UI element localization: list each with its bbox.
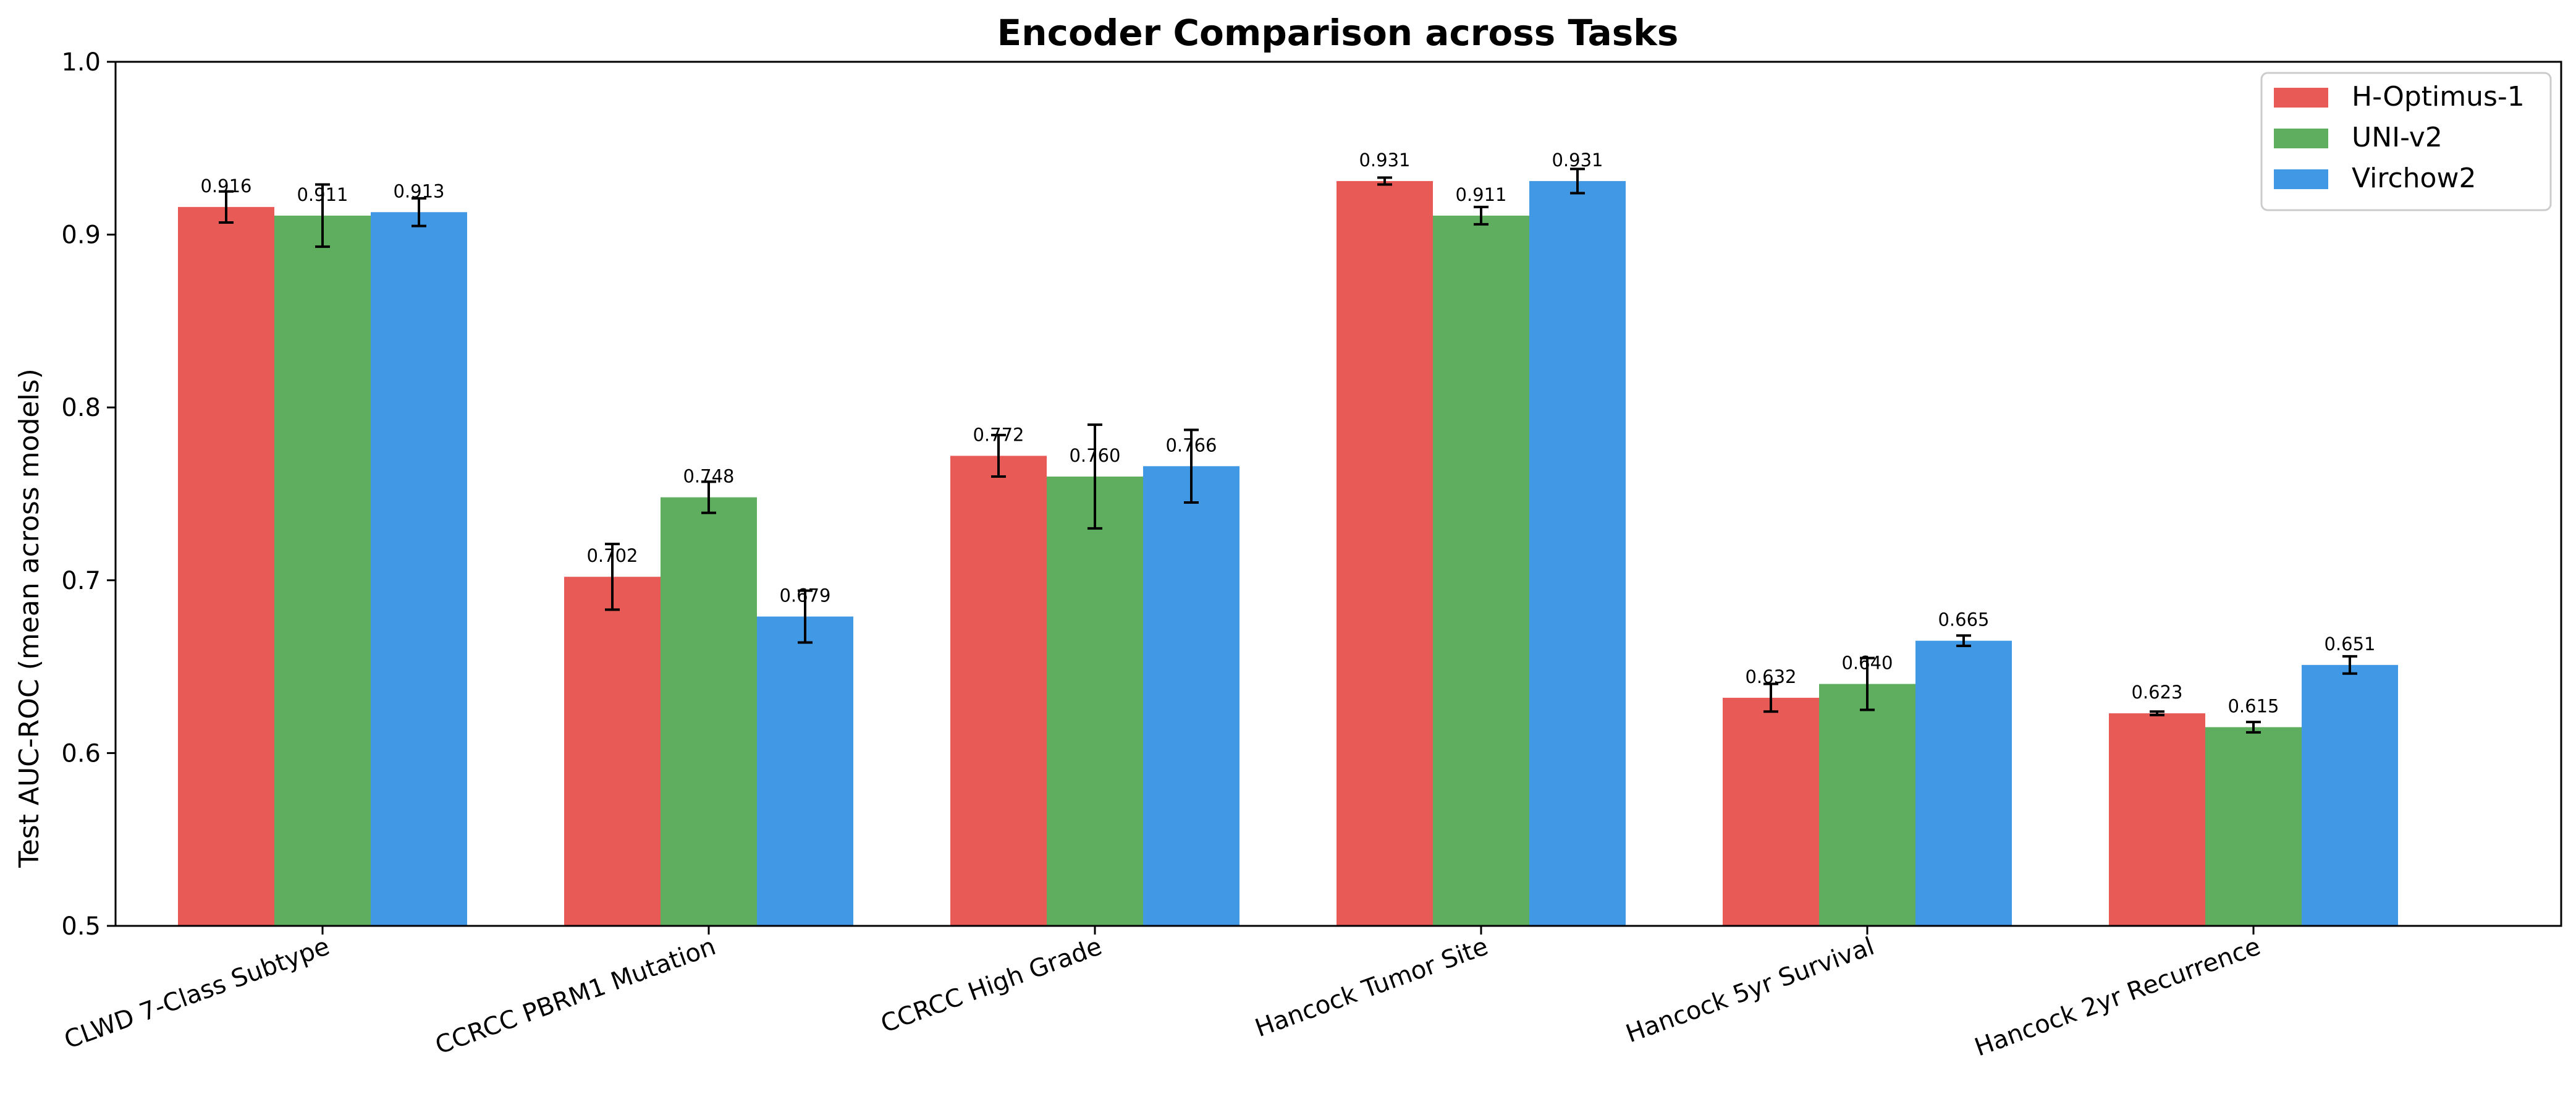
bar bbox=[564, 577, 661, 926]
legend-swatch bbox=[2274, 129, 2328, 148]
bar-series-group: 0.916 0.911 0.913 0.702 0.748 0.679 0.772 0.760… bbox=[178, 150, 2398, 927]
bar-value-label: 0.760 bbox=[1069, 445, 1120, 466]
bar-value-label: 0.772 bbox=[973, 424, 1024, 445]
bar-value-label: 0.632 bbox=[1745, 666, 1796, 687]
bar bbox=[1337, 180, 1433, 926]
y-axis-label: Test AUC-ROC (mean across models) bbox=[14, 368, 45, 868]
legend-box bbox=[2260, 72, 2552, 211]
bar bbox=[1047, 477, 1143, 926]
bar-value-label: 0.931 bbox=[1359, 150, 1410, 171]
bar-value-label: 0.679 bbox=[779, 585, 830, 606]
y-axis: 0.5 0.6 0.7 0.8 0.9 1.0 bbox=[61, 48, 116, 941]
legend-swatch bbox=[2274, 169, 2328, 189]
bar bbox=[1723, 697, 1819, 926]
bar-value-label: 0.640 bbox=[1841, 653, 1893, 674]
bar-value-label: 0.913 bbox=[393, 180, 444, 201]
chart-title: Encoder Comparison across Tasks bbox=[997, 12, 1679, 54]
legend-entry: H-Optimus-1 bbox=[2352, 81, 2525, 112]
bar bbox=[1819, 684, 1915, 926]
bar-value-label: 0.931 bbox=[1552, 150, 1603, 171]
bar bbox=[2302, 664, 2398, 926]
bar-value-label: 0.665 bbox=[1938, 609, 1989, 630]
bar bbox=[661, 497, 757, 926]
bar-value-label: 0.615 bbox=[2228, 695, 2279, 716]
bar-value-label: 0.911 bbox=[1455, 184, 1506, 205]
bar bbox=[1529, 180, 1626, 926]
y-tick-label: 0.8 bbox=[61, 394, 101, 422]
plot-area-frame bbox=[114, 61, 2562, 927]
bar bbox=[1433, 215, 1529, 926]
bar bbox=[371, 212, 467, 927]
bar-value-label: 0.911 bbox=[297, 184, 348, 205]
y-tick-label: 0.6 bbox=[61, 739, 101, 768]
y-tick-label: 0.7 bbox=[61, 567, 101, 595]
bar bbox=[178, 206, 274, 926]
bar bbox=[757, 616, 853, 926]
y-tick-label: 0.9 bbox=[61, 221, 101, 250]
legend-swatch bbox=[2274, 88, 2328, 108]
bar-value-label: 0.916 bbox=[200, 176, 251, 197]
bar bbox=[274, 215, 371, 926]
bar-value-label: 0.766 bbox=[1165, 435, 1217, 456]
bar-value-label: 0.651 bbox=[2324, 634, 2375, 655]
bar-value-label: 0.702 bbox=[586, 545, 638, 566]
y-tick-label: 0.5 bbox=[61, 912, 101, 941]
legend: H-Optimus-1 UNI-v2 Virchow2 bbox=[2260, 72, 2552, 211]
bar-value-label: 0.623 bbox=[2131, 682, 2182, 703]
bar bbox=[1143, 466, 1239, 926]
bar-value-label: 0.748 bbox=[683, 466, 734, 487]
bar bbox=[1915, 640, 2012, 926]
y-tick-label: 1.0 bbox=[61, 48, 101, 77]
bar bbox=[2109, 713, 2205, 926]
bar bbox=[950, 456, 1047, 926]
legend-entry: UNI-v2 bbox=[2352, 122, 2443, 153]
legend-entry: Virchow2 bbox=[2352, 163, 2476, 194]
bar bbox=[2205, 727, 2302, 926]
